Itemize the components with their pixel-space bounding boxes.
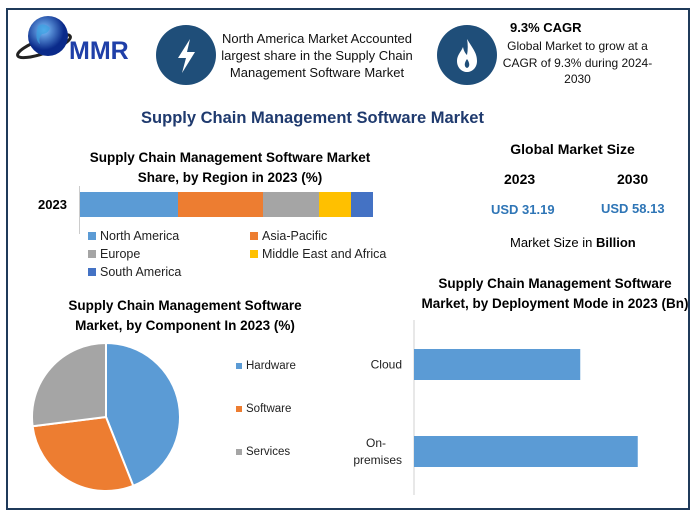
bar-segment-asia-pacific [178,192,264,217]
highlight-text: North America Market Accounted largest s… [221,31,413,80]
value-2030: USD 58.13 [601,201,665,216]
region-axis-line [79,186,80,234]
year-2030: 2030 [617,171,649,187]
legend-item-services: Services [236,446,290,458]
legend-label: Software [246,403,292,415]
legend-swatch [236,363,242,369]
legend-label: Asia-Pacific [262,229,328,243]
legend-swatch [250,232,258,240]
component-pie-chart [31,341,181,492]
legend-item-software: Software [236,403,291,415]
pie-slice-software [31,415,135,492]
cagr-title: 9.3% CAGR [510,20,582,35]
legend-label: Hardware [246,360,296,372]
legend-item-south-america: South America [88,265,181,279]
legend-label: Europe [100,247,141,261]
legend-swatch [88,232,96,240]
legend-swatch [250,250,258,258]
cagr-text: Global Market to grow at a CAGR of 9.3% … [502,39,653,86]
legend-label: South America [100,265,182,279]
lightning-icon [156,25,216,85]
legend-swatch [88,250,96,258]
category-label-cloud: Cloud [371,358,402,372]
region-stacked-bar [80,192,373,217]
pie-slice-hardware [105,341,181,488]
legend-label: Services [246,446,291,458]
category-label-on-premises: On- [366,436,386,450]
main-title: Supply Chain Management Software Market [141,109,484,127]
value-2023: USD 31.19 [491,202,555,217]
bar-segment-south-america [350,192,373,217]
legend-item-middle-east-and-africa: Middle East and Africa [250,247,386,261]
bar-on-premises [414,436,638,467]
deployment-bar-chart: Cloud On-premises [353,320,638,495]
legend-label: Middle East and Africa [262,247,387,261]
flame-icon [437,25,497,85]
category-label-on-premises: premises [353,453,402,467]
note-bold: Billion [595,235,636,250]
legend-swatch [236,406,242,412]
market-size-title: Global Market Size [510,141,635,157]
legend-item-europe: Europe [88,247,140,261]
bar-segment-europe [263,192,319,217]
note-prefix: Market Size in [510,235,596,250]
legend-swatch [88,268,96,276]
legend-item-hardware: Hardware [236,360,296,372]
region-chart-title: Supply Chain Management Software Market … [89,150,371,185]
market-size-note: Market Size in Billion [510,235,636,250]
legend-item-asia-pacific: Asia-Pacific [250,229,327,243]
legend-swatch [236,449,242,455]
pie-slice-services [31,341,107,428]
logo-text: MMR [69,37,129,65]
year-2023: 2023 [504,171,536,187]
component-chart-title: Supply Chain Management Software Market,… [68,298,302,333]
deployment-chart-title: Supply Chain Management Software Market,… [421,276,689,311]
region-category-label: 2023 [38,197,67,212]
legend-item-north-america: North America [88,229,179,243]
bar-segment-middle-east-and-africa [318,192,351,217]
bar-cloud [414,349,581,380]
legend-label: North America [100,229,180,243]
mmr-logo: MMR [14,12,144,72]
frame-border [6,8,690,510]
bar-segment-north-america [80,192,179,217]
